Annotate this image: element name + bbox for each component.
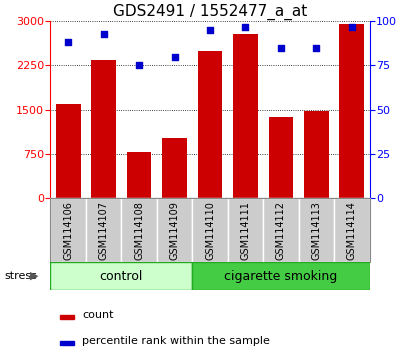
- Text: stress: stress: [4, 271, 37, 281]
- Point: [278, 45, 284, 51]
- Point: [313, 45, 320, 51]
- Text: cigarette smoking: cigarette smoking: [224, 270, 338, 282]
- Bar: [60, 341, 74, 345]
- Bar: [304, 111, 329, 198]
- Bar: [192, 198, 228, 262]
- Point: [207, 27, 213, 33]
- Point: [100, 31, 107, 36]
- Bar: [339, 24, 364, 198]
- Text: GSM114106: GSM114106: [63, 201, 73, 260]
- Text: GSM114114: GSM114114: [347, 201, 357, 260]
- Title: GDS2491 / 1552477_a_at: GDS2491 / 1552477_a_at: [113, 4, 307, 20]
- Bar: [268, 117, 293, 198]
- Text: ▶: ▶: [30, 271, 39, 281]
- Text: GSM114108: GSM114108: [134, 201, 144, 260]
- Text: GSM114110: GSM114110: [205, 201, 215, 260]
- Point: [171, 54, 178, 59]
- Point: [349, 24, 355, 29]
- Text: control: control: [100, 270, 143, 282]
- Text: GSM114111: GSM114111: [241, 201, 250, 260]
- Bar: [334, 198, 370, 262]
- Bar: [299, 198, 334, 262]
- Bar: [60, 315, 74, 319]
- Text: GSM114109: GSM114109: [170, 201, 179, 260]
- Bar: [50, 198, 86, 262]
- Point: [65, 40, 71, 45]
- Text: percentile rank within the sample: percentile rank within the sample: [82, 336, 270, 346]
- Bar: [192, 262, 370, 290]
- Bar: [228, 198, 263, 262]
- Bar: [197, 51, 223, 198]
- Point: [242, 24, 249, 29]
- Bar: [121, 198, 157, 262]
- Bar: [86, 198, 121, 262]
- Bar: [127, 152, 152, 198]
- Text: GSM114113: GSM114113: [311, 201, 321, 260]
- Text: GSM114107: GSM114107: [99, 201, 109, 261]
- Point: [136, 63, 142, 68]
- Bar: [56, 104, 81, 198]
- Text: count: count: [82, 310, 114, 320]
- Bar: [91, 59, 116, 198]
- Bar: [233, 34, 258, 198]
- Bar: [162, 138, 187, 198]
- Bar: [263, 198, 299, 262]
- Text: GSM114112: GSM114112: [276, 201, 286, 261]
- Bar: [157, 198, 192, 262]
- Bar: [50, 262, 192, 290]
